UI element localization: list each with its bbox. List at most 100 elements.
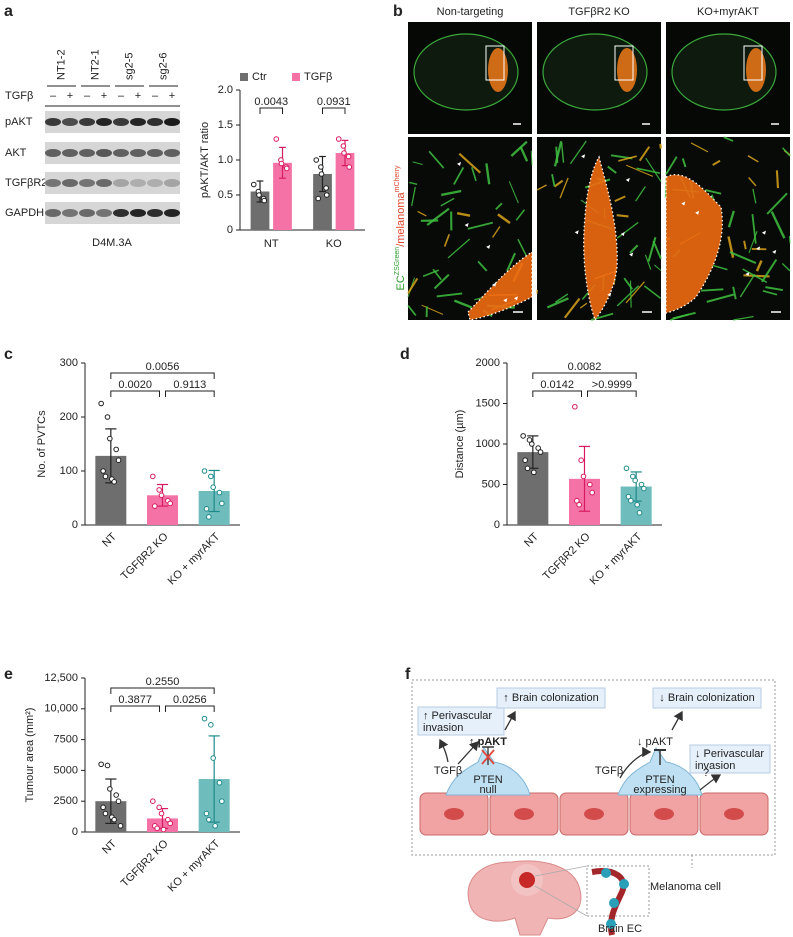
colonization-label: ↓ Brain colonization [659, 692, 754, 704]
data-point [115, 457, 122, 464]
vessel [508, 181, 519, 204]
vessel [440, 197, 455, 207]
vessel [417, 210, 427, 217]
vessel [739, 273, 756, 298]
blot-band [113, 209, 129, 217]
vessel [710, 264, 728, 271]
vessel [432, 268, 442, 281]
vessel [669, 313, 690, 321]
p-value: 0.0256 [173, 694, 207, 706]
blot-band [79, 149, 95, 157]
vessel [436, 292, 463, 298]
treatment-sign: – [152, 90, 159, 102]
y-tick-label: 1.0 [218, 154, 233, 166]
y-tick-label: 2000 [476, 357, 500, 369]
vessel [456, 211, 471, 217]
arrowhead [629, 252, 634, 257]
data-point [115, 798, 122, 805]
zoom-image [664, 136, 791, 321]
blot-band [96, 209, 112, 217]
blot-band [147, 179, 163, 187]
p-value: 0.0142 [540, 379, 574, 391]
brain-ec-label: Brain EC [598, 923, 642, 935]
data-point [628, 497, 634, 504]
x-tick-label: NT [522, 530, 541, 549]
data-point [576, 501, 582, 508]
vessel [443, 233, 451, 247]
vessel [652, 240, 662, 260]
nucleus [584, 808, 604, 820]
tumour-outline [467, 250, 533, 321]
data-point [111, 479, 117, 485]
nucleus [514, 808, 534, 820]
vessel [775, 170, 780, 189]
brain [467, 860, 582, 936]
p-value: 0.0056 [146, 361, 180, 373]
tumour [468, 252, 532, 320]
data-point [315, 195, 322, 202]
data-point [156, 487, 162, 493]
treatment-sign: – [118, 90, 125, 102]
data-point [341, 150, 347, 156]
error-bar [208, 469, 220, 513]
arrowhead [503, 298, 508, 303]
blot-band [147, 209, 163, 217]
blot-band [164, 209, 180, 217]
blot-band [130, 149, 146, 157]
significance-bracket [165, 705, 215, 712]
panel-letter: d [400, 346, 410, 363]
data-point [219, 500, 225, 507]
vessel [766, 192, 788, 215]
tumour-outline [583, 155, 618, 322]
blot-band [147, 149, 163, 157]
arrowhead [756, 246, 761, 251]
vessel [629, 280, 632, 308]
data-point [117, 823, 124, 829]
vessel [530, 150, 533, 166]
y-tick-label: 7500 [54, 734, 78, 746]
lane-label: NT2-1 [89, 49, 101, 80]
y-tick-label: 0 [72, 826, 78, 838]
vessel [441, 189, 462, 197]
arrowhead [681, 201, 686, 206]
data-point [100, 804, 106, 811]
panel-letter: c [4, 346, 13, 363]
blot-strip [45, 172, 180, 194]
blot-strip [45, 142, 180, 164]
cross [481, 749, 495, 765]
vessel [762, 289, 778, 296]
vessel [765, 286, 784, 292]
vessel [644, 254, 652, 270]
vessel [614, 195, 626, 203]
cell-label: expressing [633, 784, 686, 796]
vessel [761, 258, 778, 283]
panel-letter: e [4, 666, 13, 683]
blot-band [79, 179, 95, 187]
data-point [346, 164, 353, 170]
data-point [634, 501, 640, 508]
vessel [495, 202, 503, 211]
cell-line-label: D4M.3A [92, 237, 132, 249]
p-value: 0.0043 [254, 96, 288, 108]
blot-band [147, 118, 163, 126]
data-point [313, 157, 320, 163]
data-point [201, 715, 208, 722]
tumour-overview [746, 48, 766, 92]
question-mark: ? [703, 767, 709, 779]
x-tick-label: TGFβR2 KO [119, 530, 171, 582]
vessel [407, 277, 419, 294]
data-point [520, 433, 526, 439]
p-value: 0.9113 [173, 379, 206, 391]
treatment-sign: + [67, 90, 73, 102]
melanoma-cell-icon [606, 919, 616, 929]
data-point [524, 465, 531, 472]
vessel [536, 184, 547, 191]
vessel [636, 167, 661, 175]
tumour [583, 157, 618, 320]
y-tick-label: 1000 [476, 438, 500, 450]
vessel [506, 252, 516, 272]
blot-band [113, 149, 129, 157]
data-point [102, 473, 109, 480]
tumour-outline [665, 174, 723, 314]
arrowhead [745, 271, 750, 276]
